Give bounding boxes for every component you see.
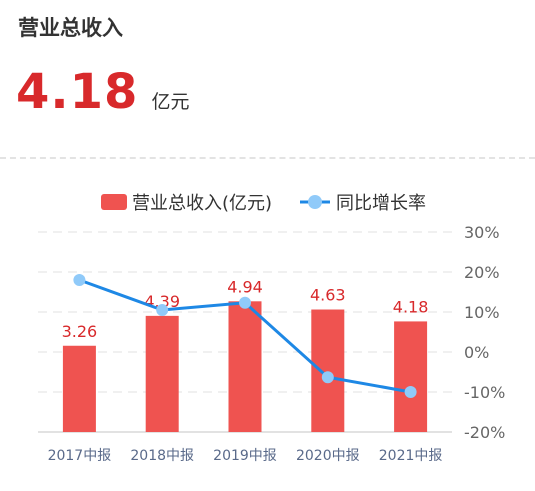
chart-legend[interactable]: 营业总收入(亿元) 同比增长率 [101,193,426,214]
bar-data-labels: 3.264.394.94 4.634.18 [62,277,429,340]
y-tick-label: -20% [464,423,505,442]
x-tick-label: 2019中报 [213,448,277,464]
y-tick-label: 20% [464,263,500,282]
bar[interactable] [62,345,96,432]
revenue-chart: 营业总收入(亿元) 同比增长率 3.264.394.94 4.634.18 30%2… [38,193,505,464]
bar[interactable] [228,301,262,432]
kpi-unit: 亿元 [151,91,190,113]
chart-grid [38,231,452,433]
bar[interactable] [394,321,428,432]
y-tick-label: 0% [464,343,489,362]
growth-point[interactable] [239,296,251,309]
growth-point[interactable] [321,371,334,384]
y-tick-label: 30% [464,223,500,242]
bar[interactable] [311,309,345,432]
legend-line-marker [308,195,322,209]
bar-data-label: 3.26 [62,322,98,341]
kpi-block: 4.18 亿元 [16,64,190,120]
bar[interactable] [145,315,179,432]
bar-data-label: 4.63 [310,286,346,305]
bar-data-label: 4.94 [227,277,263,296]
divider [0,157,535,159]
line-series [73,274,417,398]
x-tick-label: 2018中报 [130,448,194,464]
growth-point[interactable] [404,386,417,398]
growth-point[interactable] [73,274,86,286]
growth-point[interactable] [156,304,169,316]
x-axis: 2017中报 2018中报 2019中报 2020中报 2021中报 [48,448,443,464]
y-tick-label: -10% [464,383,505,402]
page-title: 营业总收入 [18,16,123,40]
legend-bar-swatch [101,194,127,210]
x-tick-label: 2020中报 [296,448,360,464]
right-axis: 30% 20% 10% 0% -10% -20% [464,223,505,442]
legend-bar-label: 营业总收入(亿元) [132,193,272,214]
x-tick-label: 2021中报 [379,448,443,464]
legend-line-label: 同比增长率 [336,193,426,214]
y-tick-label: 10% [464,303,500,322]
bar-series [62,301,428,432]
bar-data-label: 4.18 [393,297,429,316]
kpi-value: 4.18 [16,64,139,120]
x-tick-label: 2017中报 [48,448,112,464]
